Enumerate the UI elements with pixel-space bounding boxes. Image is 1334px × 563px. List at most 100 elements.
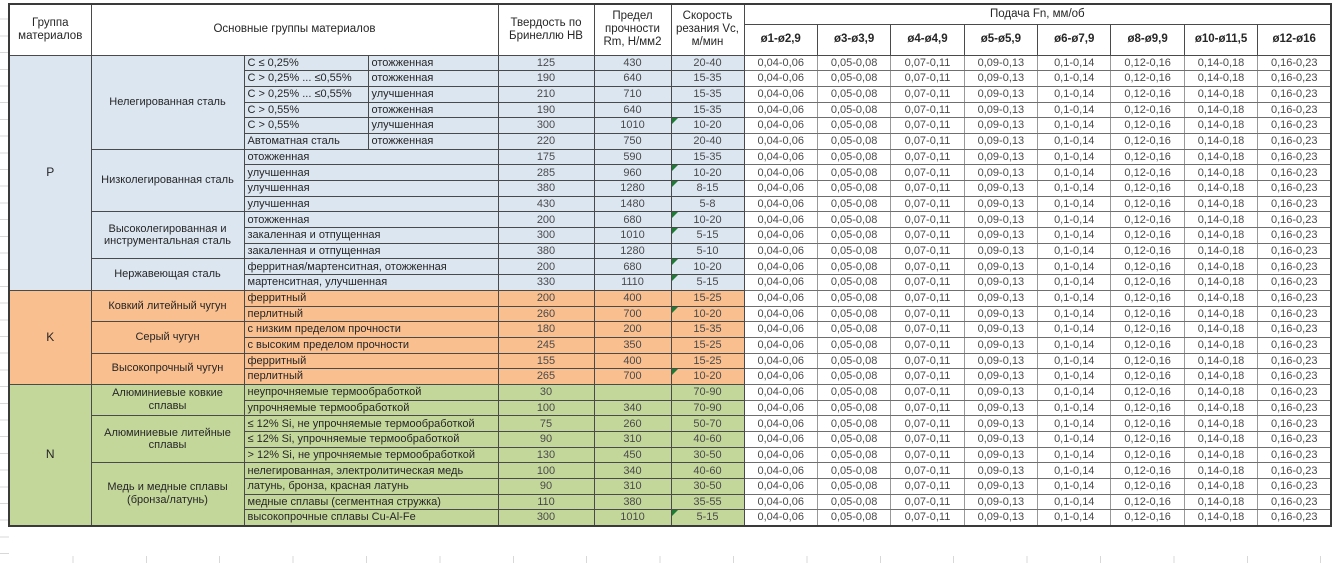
feed-value-cell[interactable]: 0,12-0,16 xyxy=(1110,415,1185,432)
feed-value-cell[interactable]: 0,16-0,23 xyxy=(1257,164,1332,181)
feed-value-cell[interactable]: 0,14-0,18 xyxy=(1183,211,1259,229)
header-feed[interactable]: Подача Fn, мм/об xyxy=(743,3,1332,25)
cutting-speed-value-cell[interactable]: 5-15 xyxy=(670,509,745,527)
diameter-column-header[interactable]: ø10-ø11,5 xyxy=(1183,23,1259,56)
feed-value-cell[interactable]: 0,16-0,23 xyxy=(1257,493,1332,511)
feed-value-cell[interactable]: 0,04-0,06 xyxy=(743,446,818,464)
feed-value-cell[interactable]: 0,04-0,06 xyxy=(743,352,818,370)
strength-value-cell[interactable]: 1280 xyxy=(593,180,672,197)
hardness-value-cell[interactable]: 200 xyxy=(497,211,595,229)
feed-value-cell[interactable]: 0,14-0,18 xyxy=(1183,195,1259,213)
hardness-value-cell[interactable]: 100 xyxy=(497,462,595,480)
feed-value-cell[interactable]: 0,16-0,23 xyxy=(1257,336,1332,354)
feed-value-cell[interactable]: 0,09-0,13 xyxy=(963,70,1039,87)
feed-value-cell[interactable]: 0,16-0,23 xyxy=(1257,446,1332,464)
feed-value-cell[interactable]: 0,12-0,16 xyxy=(1110,227,1185,244)
feed-value-cell[interactable]: 0,05-0,08 xyxy=(816,164,892,181)
hardness-value-cell[interactable]: 300 xyxy=(497,227,595,244)
spec-cell[interactable]: улучшенная xyxy=(243,164,499,181)
spec-cell[interactable]: с низким пределом прочности xyxy=(243,321,499,338)
feed-value-cell[interactable]: 0,12-0,16 xyxy=(1110,446,1185,464)
feed-value-cell[interactable]: 0,12-0,16 xyxy=(1110,462,1185,480)
hardness-value-cell[interactable]: 190 xyxy=(497,101,595,119)
feed-value-cell[interactable]: 0,14-0,18 xyxy=(1183,493,1259,511)
feed-value-cell[interactable]: 0,14-0,18 xyxy=(1183,164,1259,181)
cutting-speed-value-cell[interactable]: 70-90 xyxy=(670,399,745,417)
feed-value-cell[interactable]: 0,12-0,16 xyxy=(1110,368,1185,385)
feed-value-cell[interactable]: 0,05-0,08 xyxy=(816,383,892,401)
material-name-cell[interactable]: Высоколегированная и инструментальная ст… xyxy=(90,211,245,260)
feed-value-cell[interactable]: 0,04-0,06 xyxy=(743,164,818,181)
feed-value-cell[interactable]: 0,16-0,23 xyxy=(1257,227,1332,244)
hardness-value-cell[interactable]: 300 xyxy=(497,509,595,527)
feed-value-cell[interactable]: 0,12-0,16 xyxy=(1110,54,1185,72)
feed-value-cell[interactable]: 0,16-0,23 xyxy=(1257,509,1332,527)
feed-value-cell[interactable]: 0,12-0,16 xyxy=(1110,148,1185,166)
spec-cell[interactable]: C > 0,25% ... ≤0,55% xyxy=(243,85,369,103)
feed-value-cell[interactable]: 0,12-0,16 xyxy=(1110,132,1185,150)
feed-value-cell[interactable]: 0,16-0,23 xyxy=(1257,101,1332,119)
feed-value-cell[interactable]: 0,12-0,16 xyxy=(1110,509,1185,527)
spec-cell[interactable]: закаленная и отпущенная xyxy=(243,227,499,244)
feed-value-cell[interactable]: 0,1-0,14 xyxy=(1037,305,1112,323)
feed-value-cell[interactable]: 0,1-0,14 xyxy=(1037,70,1112,87)
cutting-speed-value-cell[interactable]: 30-50 xyxy=(670,446,745,464)
spec-cell[interactable]: мартенситная, улучшенная xyxy=(243,274,499,291)
feed-value-cell[interactable]: 0,07-0,11 xyxy=(890,54,965,72)
spec-cell[interactable]: закаленная и отпущенная xyxy=(243,242,499,260)
strength-value-cell[interactable]: 400 xyxy=(593,352,672,370)
feed-value-cell[interactable]: 0,09-0,13 xyxy=(963,258,1039,276)
feed-value-cell[interactable]: 0,04-0,06 xyxy=(743,148,818,166)
cutting-speed-value-cell[interactable]: 20-40 xyxy=(670,132,745,150)
material-name-cell[interactable]: Серый чугун xyxy=(90,321,245,354)
feed-value-cell[interactable]: 0,14-0,18 xyxy=(1183,101,1259,119)
group-code-cell[interactable]: N xyxy=(8,383,92,527)
feed-value-cell[interactable]: 0,12-0,16 xyxy=(1110,274,1185,291)
feed-value-cell[interactable]: 0,14-0,18 xyxy=(1183,368,1259,385)
feed-value-cell[interactable]: 0,05-0,08 xyxy=(816,85,892,103)
hardness-value-cell[interactable]: 260 xyxy=(497,305,595,323)
diameter-column-header[interactable]: ø6-ø7,9 xyxy=(1037,23,1112,56)
feed-value-cell[interactable]: 0,09-0,13 xyxy=(963,148,1039,166)
feed-value-cell[interactable]: 0,1-0,14 xyxy=(1037,321,1112,338)
cutting-speed-value-cell[interactable]: 10-20 xyxy=(670,211,745,229)
material-name-cell[interactable]: Медь и медные сплавы (бронза/латунь) xyxy=(90,462,245,527)
feed-value-cell[interactable]: 0,1-0,14 xyxy=(1037,399,1112,417)
feed-value-cell[interactable]: 0,1-0,14 xyxy=(1037,431,1112,448)
strength-value-cell[interactable]: 750 xyxy=(593,132,672,150)
feed-value-cell[interactable]: 0,07-0,11 xyxy=(890,211,965,229)
spec-cell[interactable]: неупрочняемые термообработкой xyxy=(243,383,499,401)
feed-value-cell[interactable]: 0,14-0,18 xyxy=(1183,321,1259,338)
hardness-value-cell[interactable]: 130 xyxy=(497,446,595,464)
feed-value-cell[interactable]: 0,04-0,06 xyxy=(743,211,818,229)
feed-value-cell[interactable]: 0,07-0,11 xyxy=(890,289,965,307)
cutting-speed-value-cell[interactable]: 15-35 xyxy=(670,148,745,166)
feed-value-cell[interactable]: 0,05-0,08 xyxy=(816,368,892,385)
diameter-column-header[interactable]: ø3-ø3,9 xyxy=(816,23,892,56)
feed-value-cell[interactable]: 0,14-0,18 xyxy=(1183,117,1259,134)
strength-value-cell[interactable]: 700 xyxy=(593,305,672,323)
material-name-cell[interactable]: Алюминиевые литейные сплавы xyxy=(90,415,245,464)
spec-cell[interactable]: C ≤ 0,25% xyxy=(243,54,369,72)
feed-value-cell[interactable]: 0,09-0,13 xyxy=(963,132,1039,150)
spec-cell[interactable]: латунь, бронза, красная латунь xyxy=(243,478,499,495)
feed-value-cell[interactable]: 0,09-0,13 xyxy=(963,478,1039,495)
feed-value-cell[interactable]: 0,12-0,16 xyxy=(1110,321,1185,338)
spec-cell[interactable]: ферритный xyxy=(243,352,499,370)
strength-value-cell[interactable]: 680 xyxy=(593,258,672,276)
feed-value-cell[interactable]: 0,05-0,08 xyxy=(816,509,892,527)
feed-value-cell[interactable]: 0,07-0,11 xyxy=(890,132,965,150)
hardness-value-cell[interactable]: 300 xyxy=(497,117,595,134)
cutting-speed-value-cell[interactable]: 8-15 xyxy=(670,180,745,197)
feed-value-cell[interactable]: 0,1-0,14 xyxy=(1037,227,1112,244)
spec-cell[interactable]: с высоким пределом прочности xyxy=(243,336,499,354)
spec-cell[interactable]: упрочняемые термообработкой xyxy=(243,399,499,417)
spec-cell[interactable]: медные сплавы (сегментная стружка) xyxy=(243,493,499,511)
feed-value-cell[interactable]: 0,09-0,13 xyxy=(963,462,1039,480)
feed-value-cell[interactable]: 0,16-0,23 xyxy=(1257,415,1332,432)
feed-value-cell[interactable]: 0,12-0,16 xyxy=(1110,383,1185,401)
feed-value-cell[interactable]: 0,1-0,14 xyxy=(1037,383,1112,401)
feed-value-cell[interactable]: 0,04-0,06 xyxy=(743,383,818,401)
hardness-value-cell[interactable]: 75 xyxy=(497,415,595,432)
state-cell[interactable]: отожженная xyxy=(367,101,499,119)
